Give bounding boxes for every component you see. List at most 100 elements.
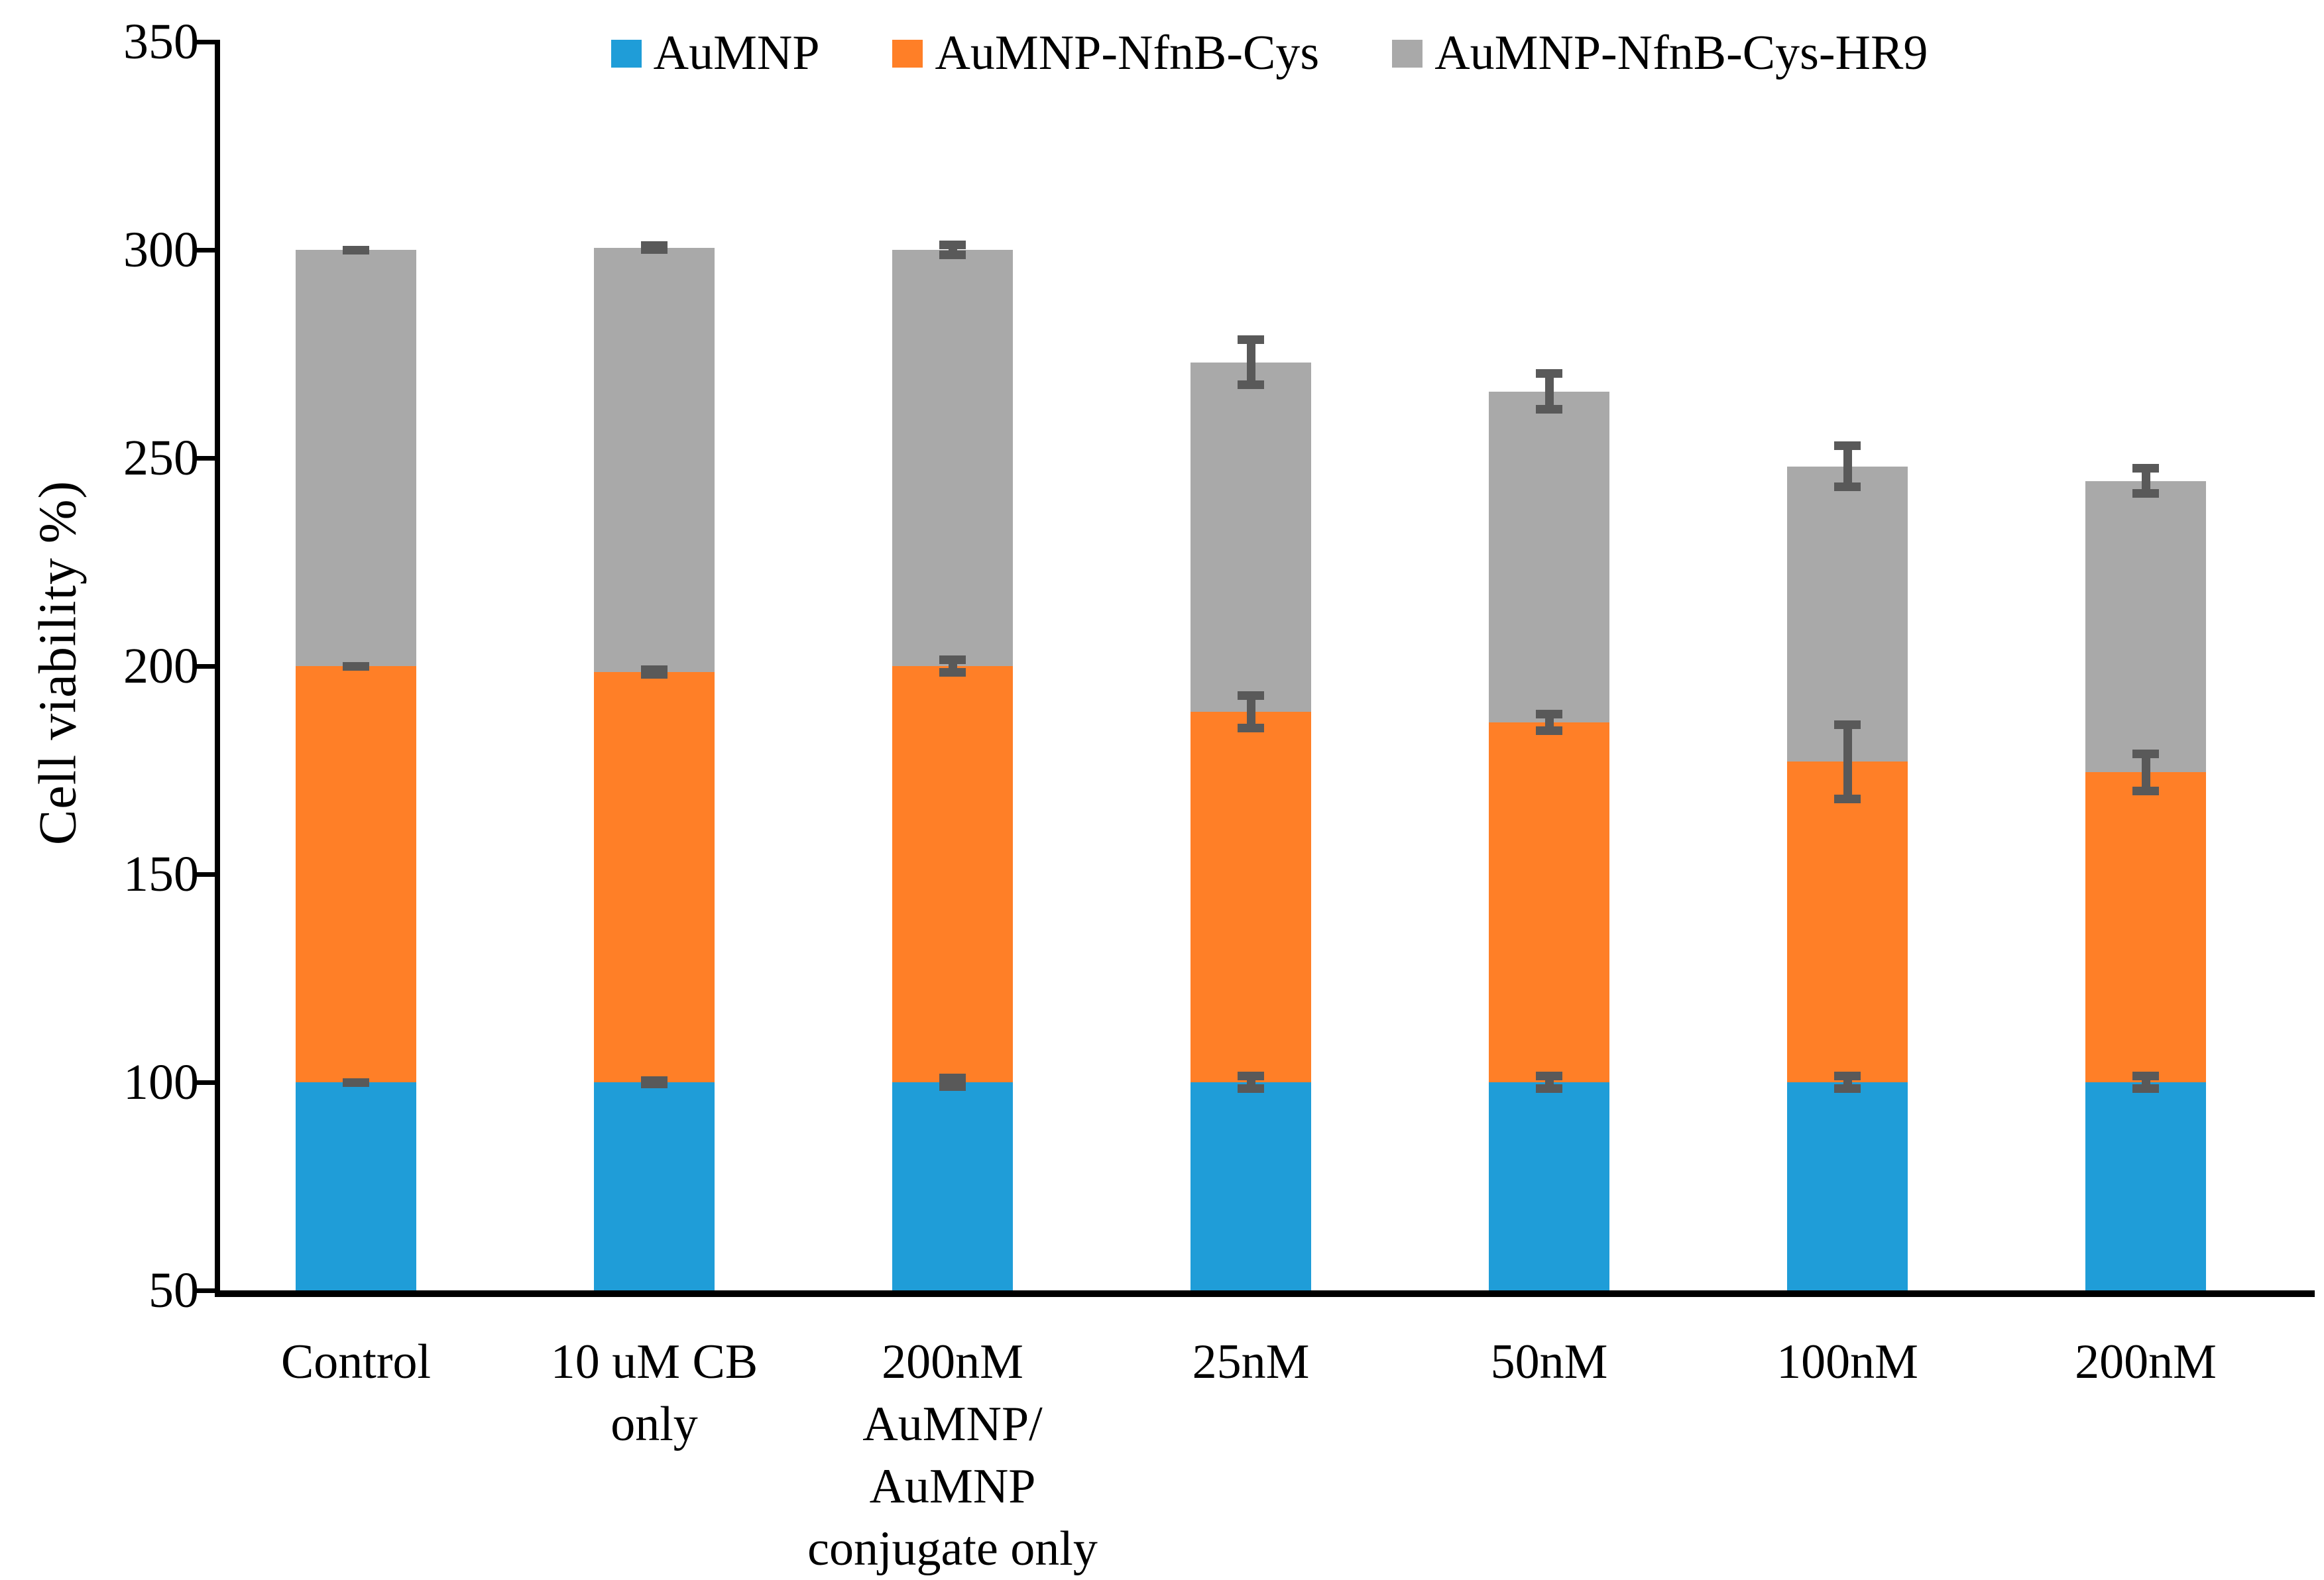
- bar-segment-aumnp: [594, 1082, 715, 1290]
- x-axis-label: 10 uM CB only: [469, 1331, 840, 1455]
- error-bar-cap-bottom: [1834, 482, 1861, 492]
- y-tick-label: 250: [123, 430, 199, 486]
- x-axis-label-line: conjugate only: [807, 1522, 1098, 1576]
- error-bar-cap-top: [939, 1074, 966, 1083]
- bar-segment-aumnp-nfnb-cys-hr9: [1787, 466, 1908, 762]
- bar-segment-aumnp-nfnb-cys: [1489, 722, 1609, 1082]
- error-bar-cap-top: [2132, 1072, 2159, 1081]
- error-bar: [2132, 749, 2159, 795]
- error-bar-cap-bottom: [939, 251, 966, 260]
- error-bar-cap-bottom: [2132, 488, 2159, 498]
- x-axis-label-line: only: [610, 1397, 698, 1451]
- error-bar-stem: [2141, 749, 2150, 795]
- error-bar: [1238, 335, 1264, 390]
- error-bar: [2132, 464, 2159, 498]
- error-bar: [1834, 441, 1861, 492]
- legend-label: AuMNP-NfnB-Cys-HR9: [1434, 26, 1928, 80]
- error-bar: [1834, 1072, 1861, 1093]
- error-bar-cap-top: [1834, 720, 1861, 729]
- x-axis-label-line: 50nM: [1490, 1335, 1608, 1389]
- error-bar-cap-bottom: [343, 1078, 369, 1087]
- y-tick-mark: [196, 1288, 215, 1293]
- x-axis-label-line: 100nM: [1776, 1335, 1918, 1389]
- bar-segment-aumnp-nfnb-cys-hr9: [594, 247, 715, 673]
- error-bar-cap-bottom: [1536, 404, 1562, 414]
- bar-segment-aumnp: [296, 1082, 416, 1290]
- error-bar-cap-bottom: [1238, 724, 1264, 733]
- bar-segment-aumnp-nfnb-cys: [296, 666, 416, 1082]
- error-bar: [641, 241, 668, 254]
- x-axis-label: 50nM: [1364, 1331, 1735, 1393]
- error-bar: [2132, 1072, 2159, 1093]
- x-axis-label-line: AuMNP: [869, 1459, 1036, 1514]
- error-bar-cap-bottom: [641, 1080, 668, 1089]
- y-tick-label: 200: [123, 638, 199, 694]
- y-tick-mark: [196, 456, 215, 461]
- legend-swatch: [892, 39, 923, 68]
- error-bar-cap-bottom: [1834, 795, 1861, 804]
- error-bar-cap-bottom: [1238, 1084, 1264, 1093]
- bar-segment-aumnp: [1489, 1082, 1609, 1290]
- error-bar: [343, 245, 369, 254]
- legend-item: AuMNP: [610, 25, 820, 82]
- error-bar: [939, 240, 966, 260]
- error-bar: [1238, 1072, 1264, 1093]
- error-bar-cap-bottom: [2132, 786, 2159, 795]
- x-axis-line: [215, 1290, 2315, 1297]
- error-bar-cap-bottom: [343, 661, 369, 671]
- error-bar: [343, 661, 369, 671]
- x-axis-label: Control: [170, 1331, 542, 1393]
- y-tick-mark: [196, 1080, 215, 1085]
- error-bar: [1834, 720, 1861, 804]
- y-tick-mark: [196, 40, 215, 44]
- bar-segment-aumnp-nfnb-cys-hr9: [296, 250, 416, 666]
- error-bar: [641, 665, 668, 679]
- legend-swatch: [1392, 39, 1423, 68]
- y-tick-label: 350: [123, 14, 199, 70]
- x-axis-label: 100nM: [1662, 1331, 2033, 1393]
- y-tick-label: 50: [148, 1263, 199, 1318]
- error-bar-cap-top: [1536, 709, 1562, 718]
- y-tick-mark: [196, 664, 215, 669]
- legend-item: AuMNP-NfnB-Cys-HR9: [1392, 25, 1928, 82]
- error-bar: [1238, 691, 1264, 733]
- x-axis-label-line: 10 uM CB: [550, 1335, 758, 1389]
- x-axis-label-line: AuMNP/: [862, 1397, 1043, 1451]
- x-axis-label: 200nM AuMNP/AuMNP conjugate only: [767, 1331, 1138, 1580]
- bar-segment-aumnp-nfnb-cys-hr9: [1191, 362, 1311, 712]
- error-bar: [1536, 1072, 1562, 1093]
- legend-label: AuMNP: [653, 26, 820, 80]
- bar-segment-aumnp-nfnb-cys: [594, 672, 715, 1082]
- bar-segment-aumnp: [1787, 1082, 1908, 1290]
- y-tick-mark: [196, 248, 215, 253]
- error-bar: [343, 1078, 369, 1087]
- error-bar-stem: [1246, 335, 1255, 390]
- x-axis-label: 25nM: [1065, 1331, 1436, 1393]
- y-tick-label: 150: [123, 846, 199, 902]
- y-axis-line: [215, 40, 220, 1297]
- error-bar-cap-bottom: [1834, 1084, 1861, 1093]
- error-bar-cap-top: [939, 240, 966, 249]
- error-bar-cap-top: [1834, 1072, 1861, 1081]
- error-bar-cap-bottom: [641, 245, 668, 254]
- error-bar: [1536, 709, 1562, 735]
- error-bar: [1536, 369, 1562, 414]
- legend-swatch: [610, 39, 642, 68]
- error-bar-stem: [1843, 720, 1852, 804]
- error-bar: [939, 1074, 966, 1091]
- bar-segment-aumnp-nfnb-cys: [1191, 712, 1311, 1082]
- error-bar-cap-top: [1238, 691, 1264, 700]
- error-bar-cap-top: [1238, 335, 1264, 344]
- error-bar-cap-top: [2132, 749, 2159, 758]
- x-axis-label-line: 25nM: [1192, 1335, 1310, 1389]
- error-bar-stem: [1544, 369, 1554, 414]
- bar-segment-aumnp-nfnb-cys: [2085, 772, 2206, 1082]
- error-bar-stem: [1843, 441, 1852, 492]
- bar-segment-aumnp-nfnb-cys: [1787, 762, 1908, 1082]
- bar-segment-aumnp: [1191, 1082, 1311, 1290]
- error-bar-cap-top: [939, 655, 966, 665]
- x-axis-label: 200nM: [1960, 1331, 2324, 1393]
- bar-segment-aumnp-nfnb-cys: [892, 666, 1013, 1082]
- bar-segment-aumnp-nfnb-cys-hr9: [2085, 480, 2206, 773]
